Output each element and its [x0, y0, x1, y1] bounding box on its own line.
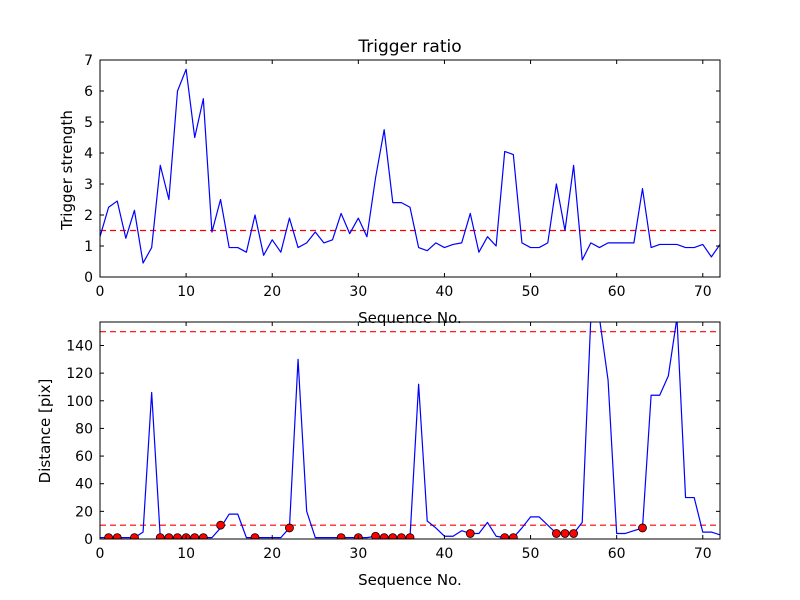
data-marker	[560, 529, 570, 538]
x-tick-label: 0	[96, 546, 105, 562]
data-marker	[190, 533, 200, 539]
x-tick-label: 0	[96, 284, 105, 300]
x-tick-label: 40	[436, 284, 454, 300]
x-axis-label: Sequence No.	[358, 309, 462, 327]
y-tick-label: 140	[66, 338, 93, 354]
trigger-ratio-chart: Trigger ratio Sequence No. Trigger stren…	[58, 37, 721, 327]
data-marker	[164, 533, 174, 539]
y-tick-label: 120	[66, 366, 93, 382]
data-marker	[216, 520, 225, 530]
y-tick-label: 0	[84, 270, 93, 286]
y-tick-label: 7	[84, 53, 93, 69]
data-marker	[285, 523, 294, 533]
y-tick-label: 5	[84, 115, 93, 131]
plot-frame	[99, 321, 721, 540]
x-tick-label: 20	[263, 284, 281, 300]
data-marker	[396, 533, 406, 539]
distance-chart: Sequence No. Distance [pix] 0 10 20 30 40 50 6…	[36, 321, 721, 589]
y-tick-label: 2	[84, 208, 93, 224]
data-marker	[104, 533, 114, 539]
data-marker	[198, 533, 208, 539]
data-marker	[379, 533, 389, 539]
x-axis-label: Sequence No.	[358, 571, 462, 589]
x-tick-label: 40	[436, 546, 454, 562]
x-tick-label: 30	[349, 546, 367, 562]
data-marker	[371, 531, 380, 539]
y-tick-label: 4	[84, 146, 93, 162]
data-marker	[250, 533, 260, 539]
y-tick-label: 60	[75, 449, 93, 465]
x-tick-label: 50	[522, 284, 540, 300]
y-tick-label: 40	[75, 477, 93, 493]
x-tick-label: 50	[522, 546, 540, 562]
y-axis-label: Trigger strength	[58, 110, 76, 231]
y-tick-label: 1	[84, 239, 93, 255]
chart-title: Trigger ratio	[357, 37, 461, 57]
x-tick-label: 60	[608, 284, 626, 300]
y-tick-label: 20	[75, 504, 93, 520]
plot-area	[100, 68, 720, 264]
x-tick-label: 60	[608, 546, 626, 562]
data-marker	[508, 533, 518, 539]
y-tick-label: 3	[84, 177, 93, 193]
data-marker	[388, 533, 398, 539]
x-tick-label: 10	[177, 284, 195, 300]
data-marker	[465, 529, 475, 538]
x-tick-label: 70	[694, 284, 712, 300]
x-tick-label: 70	[694, 546, 712, 562]
data-marker	[112, 533, 122, 539]
y-axis-label: Distance [pix]	[36, 379, 54, 484]
x-tick-label: 20	[263, 546, 281, 562]
y-tick-label: 0	[84, 532, 93, 548]
y-tick-label: 6	[84, 84, 93, 100]
series-line	[100, 68, 720, 264]
data-marker	[130, 533, 139, 539]
data-marker	[500, 533, 510, 539]
x-tick-label: 30	[349, 284, 367, 300]
data-marker	[336, 533, 346, 539]
y-tick-label: 100	[66, 394, 93, 410]
data-marker	[405, 533, 415, 539]
data-marker	[569, 529, 579, 538]
x-tick-label: 10	[177, 546, 195, 562]
plot-frame	[99, 59, 721, 278]
data-marker	[638, 523, 647, 533]
y-tick-label: 80	[75, 421, 93, 437]
data-marker	[155, 533, 165, 539]
plot-area	[100, 322, 720, 539]
data-marker	[551, 529, 561, 538]
data-marker	[173, 533, 182, 539]
